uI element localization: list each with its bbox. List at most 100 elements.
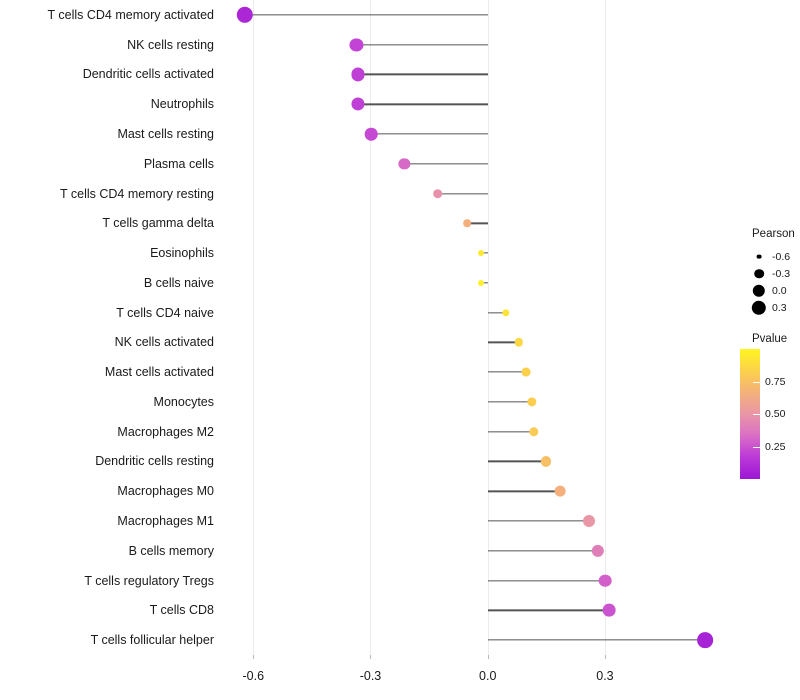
color-legend-title: Pvalue [752,333,788,345]
lollipop-point[interactable] [502,308,510,317]
y-axis-label: T cells CD8 [149,603,214,618]
lollipop-point[interactable] [527,397,537,407]
lollipop-stem [487,341,519,344]
x-axis-tick-label: 0.3 [596,669,614,683]
y-axis-category-labels: T cells CD4 memory activated NK cells res… [0,0,222,655]
x-axis-tick-mark [604,655,606,659]
lollipop-stem [487,550,598,552]
lollipop-point[interactable] [591,544,605,557]
lollipop-point[interactable] [349,38,363,52]
size-legend-dot [756,254,762,259]
x-axis-tick-mark [487,655,489,659]
lollipop-point[interactable] [514,338,523,347]
legend-column: Pearson -0.6 -0.3 0.0 0.3 Pvalue 0.75 0.50 0.… [738,0,800,700]
lollipop-point[interactable] [697,632,713,648]
x-axis-tick-label: -0.6 [242,669,265,683]
lollipop-point[interactable] [398,158,411,170]
size-legend-key: -0.3 [748,265,800,282]
lollipop-point[interactable] [521,367,531,377]
lollipop-point[interactable] [478,279,485,286]
colorbar-tick-label: 0.25 [765,440,786,453]
y-axis-label: NK cells activated [114,335,214,350]
lollipop-point[interactable] [602,603,616,617]
gridline-0.0 [487,0,489,655]
y-axis-label: Mast cells activated [104,364,214,379]
lollipop-point[interactable] [364,127,378,141]
lollipop-stem [481,282,488,284]
y-axis-label: T cells follicular helper [90,632,214,647]
colorbar-tick-label: 0.75 [765,375,786,388]
colorbar-tick-mark [753,446,760,448]
lollipop-stem [487,609,609,611]
x-axis-tick-mark [253,655,255,659]
y-axis-label: Dendritic cells resting [95,454,214,469]
x-axis: -0.6 -0.3 0.0 0.3 [222,655,730,700]
lollipop-point[interactable] [351,97,365,111]
size-legend-title: Pearson [752,228,795,240]
lollipop-point[interactable] [236,6,253,24]
lollipop-stem [357,103,488,105]
y-axis-label: NK cells resting [127,37,214,52]
y-axis-label: Macrophages M2 [117,424,214,439]
lollipop-stem [437,192,488,195]
plot-panel [222,0,730,655]
size-legend-dot [751,300,767,315]
lollipop-stem [244,14,488,16]
y-axis-label: Neutrophils [150,96,214,111]
y-axis-label: Eosinophils [150,245,214,260]
size-legend-key: 0.3 [748,299,800,316]
lollipop-point[interactable] [351,67,365,81]
colorbar-tick-mark [753,414,760,415]
lollipop-point[interactable] [529,427,539,437]
y-axis-label: Macrophages M0 [117,484,214,498]
y-axis-label: T cells CD4 naive [116,305,214,320]
lollipop-stem [467,222,488,224]
lollipop-point[interactable] [582,515,595,528]
gridline-0.3 [604,0,606,655]
pvalue-colorbar-group: 0.75 0.50 0.25 [740,349,800,479]
size-legend-label: 0.0 [772,284,787,297]
size-legend-key: -0.6 [748,248,800,265]
size-legend-label: 0.3 [772,301,787,314]
size-legend-dot [752,284,766,297]
lollipop-stem [404,163,488,165]
lollipop-point[interactable] [554,485,566,497]
lollipop-stem [487,579,605,582]
size-legend-label: -0.6 [772,250,791,263]
lollipop-stem [487,490,560,492]
x-axis-tick-label: -0.3 [359,669,382,683]
size-legend-dot [754,268,764,279]
y-axis-label: T cells regulatory Tregs [84,573,214,588]
lollipop-point[interactable] [432,188,443,199]
y-axis-label: Plasma cells [143,156,214,171]
lollipop-point[interactable] [540,456,551,467]
lollipop-stem [487,371,526,373]
lollipop-point[interactable] [478,250,485,257]
x-axis-tick-mark [370,655,372,659]
size-legend-key: 0.0 [748,282,800,299]
lollipop-stem [487,520,589,522]
y-axis-label: Mast cells resting [117,126,214,141]
x-axis-tick-label: 0.0 [479,669,497,683]
size-legend-label: -0.3 [772,267,791,280]
lollipop-stem [487,311,506,314]
lollipop-point[interactable] [598,574,612,587]
y-axis-label: B cells naive [143,275,214,290]
y-axis-label: Macrophages M1 [117,513,214,528]
y-axis-label: T cells gamma delta [102,216,214,231]
lollipop-stem [487,460,546,463]
y-axis-label: T cells CD4 memory activated [47,7,215,22]
lollipop-stem [371,133,488,135]
gridline--0.6 [253,0,255,655]
y-axis-label: B cells memory [128,543,214,558]
lollipop-stem [356,44,488,46]
lollipop-stem [357,73,488,76]
y-axis-label: Monocytes [153,394,214,409]
y-axis-label: T cells CD4 memory resting [60,186,214,201]
gridline--0.3 [370,0,372,655]
lollipop-stem [487,639,705,641]
lollipop-stem [487,401,532,403]
lollipop-point[interactable] [463,219,471,228]
y-axis-label: Dendritic cells activated [82,67,214,82]
